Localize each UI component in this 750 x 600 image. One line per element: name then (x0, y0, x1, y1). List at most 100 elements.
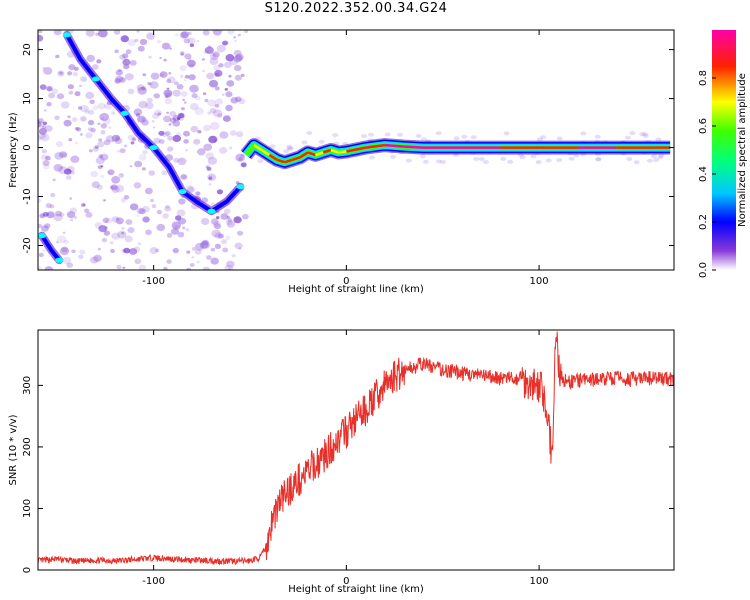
main-band-core-segment (284, 158, 293, 164)
heatmap-noise-blob (244, 30, 248, 34)
main-band-core-segment (404, 145, 424, 149)
heatmap-noise-blob (197, 148, 206, 156)
heatmap-noise-blob (97, 30, 100, 33)
heatmap-noise-blob (181, 107, 185, 111)
heatmap-noise-blob (189, 263, 195, 267)
heatmap-noise-blob (201, 58, 205, 61)
heatmap-noise-blob (42, 121, 48, 126)
heatmap-noise-blob (169, 45, 173, 48)
heatmap-noise-blob (136, 214, 140, 217)
heatmap-noise-blob (137, 242, 142, 246)
heatmap-noise-blob (53, 213, 63, 222)
snr-y-axis-label: SNR (10 * v/v) (8, 414, 19, 485)
heatmap-noise-blob (67, 71, 73, 76)
spectrogram-x-tick-label: -100 (142, 276, 165, 287)
heatmap-noise-blob (129, 248, 138, 255)
heatmap-noise-blob (210, 121, 220, 130)
heatmap-noise-blob (137, 45, 145, 52)
colorbar-gradient (712, 30, 736, 270)
heatmap-noise-blob (657, 155, 664, 160)
heatmap-noise-blob (111, 111, 116, 115)
heatmap-noise-blob (223, 61, 232, 69)
heatmap-noise-blob (43, 67, 53, 75)
heatmap-noise-blob (390, 154, 397, 159)
heatmap-noise-blob (68, 138, 73, 142)
heatmap-noise-blob (56, 93, 65, 100)
heatmap-noise-blob (124, 73, 134, 81)
heatmap-noise-blob (222, 40, 228, 46)
heatmap-noise-blob (178, 198, 186, 205)
heatmap-noise-blob (80, 133, 83, 136)
heatmap-noise-blob (167, 76, 176, 84)
heatmap-noise-blob (58, 166, 68, 174)
heatmap-noise-blob (85, 212, 93, 218)
heatmap-noise-blob (92, 146, 99, 152)
heatmap-noise-blob (194, 249, 202, 255)
heatmap-noise-blob (189, 103, 199, 111)
heatmap-noise-blob (134, 160, 143, 168)
heatmap-noise-blob (202, 70, 206, 73)
heatmap-noise-blob (503, 131, 510, 136)
spectrogram-y-tick-label: 0 (22, 144, 33, 150)
heatmap-noise-blob (68, 64, 76, 71)
heatmap-noise-blob (85, 30, 95, 37)
heatmap-noise-blob (123, 247, 131, 254)
heatmap-noise-blob (202, 92, 207, 96)
heatmap-noise-blob (189, 63, 195, 68)
heatmap-noise-blob (195, 191, 201, 196)
heatmap-noise-blob (141, 117, 148, 123)
heatmap-noise-blob (238, 157, 243, 161)
heatmap-noise-blob (626, 157, 633, 162)
heatmap-noise-blob (222, 115, 231, 122)
heatmap-noise-blob (121, 227, 125, 230)
heatmap-noise-blob (38, 30, 43, 34)
heatmap-noise-blob (209, 52, 219, 60)
ridge-upper-left-point (207, 208, 216, 214)
heatmap-noise-blob (54, 152, 64, 160)
heatmap-noise-blob (545, 158, 552, 163)
heatmap-noise-blob (61, 152, 68, 158)
colorbar-tick-label: 0.4 (698, 166, 709, 182)
heatmap-noise-blob (133, 182, 142, 189)
heatmap-noise-blob (237, 230, 244, 236)
heatmap-noise-blob (134, 258, 142, 265)
heatmap-noise-blob (122, 266, 126, 269)
heatmap-noise-blob (206, 72, 215, 80)
heatmap-noise-blob (75, 141, 79, 145)
snr-y-tick-label: 200 (22, 437, 33, 456)
colorbar-label: Normalized spectral amplitude (737, 73, 748, 227)
heatmap-noise-blob (38, 198, 42, 203)
heatmap-noise-blob (184, 79, 187, 82)
heatmap-noise-blob (134, 38, 139, 43)
heatmap-noise-blob (50, 192, 56, 198)
heatmap-noise-blob (150, 72, 160, 80)
heatmap-noise-blob (216, 189, 223, 195)
heatmap-noise-blob (115, 135, 120, 140)
heatmap-noise-blob (647, 158, 653, 163)
heatmap-noise-blob (38, 223, 43, 229)
heatmap-noise-blob (127, 227, 135, 234)
heatmap-noise-blob (286, 146, 293, 151)
spectrogram-y-tick-label: -20 (22, 237, 33, 253)
heatmap-noise-blob (46, 102, 52, 107)
heatmap-noise-blob (185, 149, 188, 152)
heatmap-noise-blob (65, 175, 72, 180)
heatmap-noise-blob (207, 99, 217, 107)
heatmap-noise-blob (125, 219, 133, 225)
heatmap-noise-blob (207, 45, 212, 49)
heatmap-noise-blob (234, 65, 242, 72)
heatmap-noise-blob (226, 215, 230, 219)
heatmap-noise-blob (145, 187, 153, 195)
heatmap-noise-blob (41, 225, 49, 232)
heatmap-noise-blob (218, 63, 224, 68)
heatmap-noise-blob (141, 205, 150, 213)
heatmap-noise-blob (224, 264, 234, 270)
heatmap-noise-blob (234, 242, 243, 250)
heatmap-noise-blob (99, 153, 109, 161)
snr-x-axis-label: Height of straight line (km) (288, 584, 424, 595)
heatmap-noise-blob (210, 247, 216, 252)
heatmap-noise-blob (204, 46, 214, 54)
heatmap-noise-blob (210, 257, 219, 265)
heatmap-noise-blob (180, 174, 188, 180)
heatmap-noise-blob (206, 255, 212, 260)
